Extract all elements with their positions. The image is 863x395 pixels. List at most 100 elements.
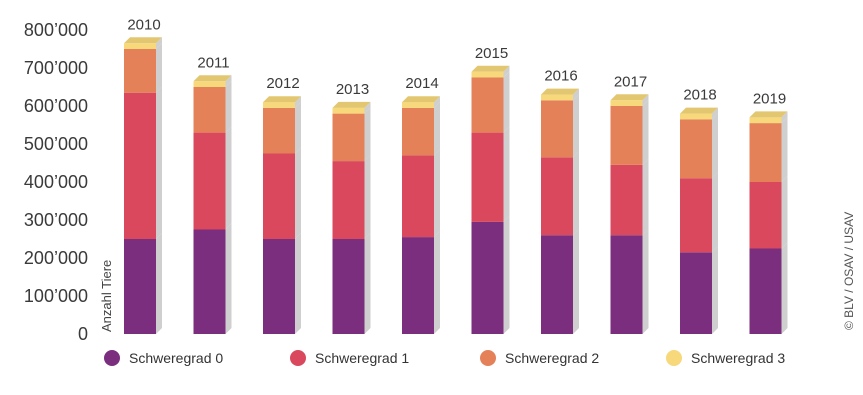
year-label: 2012 [266,75,299,92]
bar-segment [193,87,226,133]
bar-top [332,101,371,108]
legend-item-schweregrad-0: Schweregrad 0 [104,350,290,366]
legend-label: Schweregrad 2 [505,350,600,366]
bar-segment [610,164,643,236]
source-credit: © BLV / OSAV / USAV [842,211,856,330]
bar-side [712,172,718,253]
bar-stack-2018 [680,107,718,334]
bar-segment [263,102,295,108]
bar-side [434,96,440,108]
bar-segment [471,77,504,133]
bar-segment [332,161,365,239]
bar-side [434,101,440,156]
bar-side [573,151,579,236]
bar-side [364,101,371,114]
bar-side [642,158,649,236]
bar-segment [680,113,712,120]
bar-top [263,96,301,103]
y-tick-label: 100’000 [24,286,88,306]
bar-segment [124,239,156,334]
bar-top [541,88,579,95]
year-label: 2015 [475,45,508,62]
bar-top [193,75,232,82]
bar-side [503,215,510,334]
bar-segment [541,157,573,236]
year-label: 2011 [197,54,229,71]
legend-item-schweregrad-2: Schweregrad 2 [480,350,666,366]
bar-side [156,86,162,239]
bar-segment [610,100,643,106]
bar-side [156,37,162,49]
bar-segment [541,100,573,158]
bar-stack-2014 [402,96,440,334]
legend-swatch [104,350,120,366]
bar-segment [193,132,226,230]
bar-top [402,96,440,103]
bar-side [642,100,649,165]
bar-side [503,126,510,222]
bar-side [225,126,232,230]
bar-segment [193,229,226,334]
bar-side [434,149,440,238]
bar-side [712,113,718,179]
bar-segment [680,119,712,179]
bar-stack-2010 [124,37,162,334]
bar-segment [749,182,782,249]
bar-segment [402,155,434,238]
bar-segment [332,239,365,334]
bar-side [781,111,788,124]
bar-stack-2016 [541,88,579,334]
bar-stack-2012 [263,96,301,334]
bar-side [573,88,579,101]
bar-segment [402,107,434,156]
bar-side [295,147,301,239]
y-tick-label: 400’000 [24,172,88,192]
bar-side [503,71,510,133]
bar-stack-2013 [332,101,371,334]
bar-side [295,101,301,154]
legend-swatch [290,350,306,366]
legend-label: Schweregrad 1 [315,350,410,366]
bar-segment [124,49,156,93]
bar-segment [541,235,573,334]
bar-segment [263,153,295,239]
bar-side [364,155,371,239]
bar-segment [332,113,365,162]
bar-segment [610,235,643,334]
bar-segment [610,106,643,165]
legend-label: Schweregrad 0 [129,350,224,366]
bar-stack-2015 [471,65,510,334]
bar-side [503,65,510,78]
bar-side [156,233,162,334]
bar-top [749,111,788,118]
bar-stack-2017 [610,94,649,334]
bar-side [295,96,301,108]
y-tick-label: 600’000 [24,96,88,116]
bar-segment [471,71,504,78]
bar-side [781,242,788,334]
legend: Schweregrad 0 Schweregrad 1 Schweregrad … [104,346,836,370]
bar-segment [749,117,782,124]
bar-segment [471,132,504,222]
bar-side [225,81,232,133]
y-tick-label: 700’000 [24,58,88,78]
bar-top [124,37,162,44]
year-label: 2018 [683,87,716,104]
legend-item-schweregrad-1: Schweregrad 1 [290,350,480,366]
bar-side [712,107,718,120]
bar-segment [332,107,365,114]
legend-label: Schweregrad 3 [691,350,786,366]
bar-side [642,94,649,106]
bar-segment [749,123,782,182]
bar-segment [124,92,156,239]
y-axis-ticks: 800’000 700’000 600’000 500’000 400’000 300’0… [24,20,88,344]
year-labels: 2010 2011 2012 2013 2014 2015 2016 2017 2018 2019 [127,16,786,107]
year-label: 2016 [544,68,577,85]
year-label: 2013 [336,81,369,98]
legend-item-schweregrad-3: Schweregrad 3 [666,350,836,366]
bar-segment [471,221,504,334]
bar-side [295,233,301,334]
year-label: 2017 [614,73,647,90]
bar-side [364,233,371,334]
